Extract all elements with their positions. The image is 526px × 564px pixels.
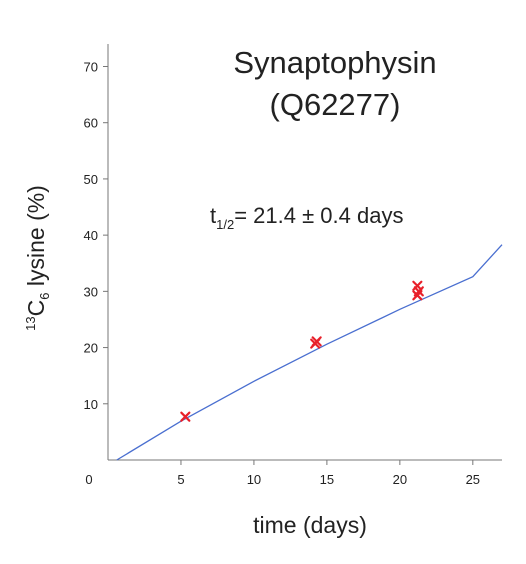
y-tick-label: 30 xyxy=(84,284,98,299)
x-tick-label: 25 xyxy=(466,472,480,487)
data-point-marker xyxy=(180,411,191,422)
y-tick-label: 20 xyxy=(84,341,98,356)
y-tick-label: 10 xyxy=(84,397,98,412)
marker-layer xyxy=(180,280,424,422)
data-point-marker xyxy=(311,336,322,347)
chart-title: Synaptophysin xyxy=(233,45,436,80)
y-label-subscript: 6 xyxy=(37,293,52,300)
plot-area: 5 10 15 20 25 10 20 30 40 50 60 70 xyxy=(84,44,503,487)
fit-layer xyxy=(116,244,503,461)
half-life-subscript: 1/2 xyxy=(216,217,234,232)
x-ticks: 5 10 15 20 25 xyxy=(177,460,480,487)
half-life-t: t xyxy=(210,203,216,228)
y-tick-label: 50 xyxy=(84,172,98,187)
x-axis-label: time (days) xyxy=(253,512,367,538)
y-axis-label: 13C6 lysine (%) xyxy=(23,185,52,331)
y-tick-label: 60 xyxy=(84,116,98,131)
y-tick-label: 40 xyxy=(84,228,98,243)
y-label-rest: lysine (%) xyxy=(23,185,49,292)
y-label-superscript: 13 xyxy=(23,316,38,330)
y-tick-label: 70 xyxy=(84,59,98,74)
data-point-marker xyxy=(412,280,423,291)
y-ticks: 10 20 30 40 50 60 70 xyxy=(84,59,108,412)
origin-tick-label: 0 xyxy=(85,472,92,487)
chart-subtitle: (Q62277) xyxy=(270,87,401,122)
fit-curve xyxy=(116,244,503,461)
y-label-base: C xyxy=(23,300,49,317)
x-tick-label: 20 xyxy=(393,472,407,487)
x-tick-label: 5 xyxy=(177,472,184,487)
x-tick-label: 15 xyxy=(320,472,334,487)
x-tick-label: 10 xyxy=(247,472,261,487)
half-life-value: = 21.4 ± 0.4 days xyxy=(234,203,403,228)
half-life-annotation: t1/2= 21.4 ± 0.4 days xyxy=(210,203,403,232)
